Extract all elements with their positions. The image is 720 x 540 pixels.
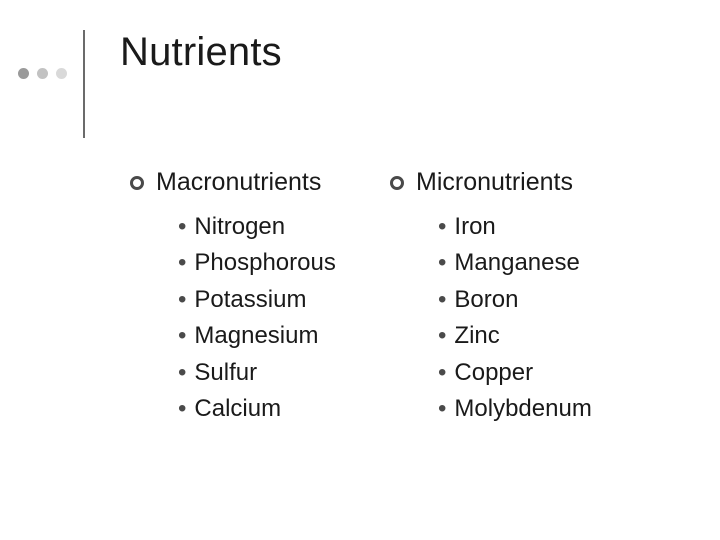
list-item: • Zinc [438, 320, 640, 352]
list-item: • Boron [438, 284, 640, 316]
item-text: Iron [454, 211, 495, 243]
item-text: Zinc [454, 320, 499, 352]
list-item: • Iron [438, 211, 640, 243]
page-title: Nutrients [120, 30, 282, 75]
list-item: • Nitrogen [178, 211, 390, 243]
list-item: • Sulfur [178, 357, 390, 389]
bullet-icon: • [438, 395, 446, 424]
decor-dot-2 [37, 68, 48, 79]
list-item: • Manganese [438, 247, 640, 279]
column-items: • Nitrogen • Phosphorous • Potassium • Magne… [178, 211, 390, 425]
list-item: • Molybdenum [438, 393, 640, 425]
bullet-icon: • [178, 322, 186, 351]
item-text: Magnesium [194, 320, 318, 352]
item-text: Calcium [194, 393, 281, 425]
decor-vertical-line [83, 30, 85, 138]
bullet-icon: • [438, 359, 446, 388]
bullet-icon: • [438, 249, 446, 278]
list-item: • Magnesium [178, 320, 390, 352]
decor-dot-3 [56, 68, 67, 79]
list-item: • Potassium [178, 284, 390, 316]
column-micronutrients: Micronutrients • Iron • Manganese • Boron •… [390, 168, 640, 429]
column-heading-row: Micronutrients [390, 168, 640, 197]
column-macronutrients: Macronutrients • Nitrogen • Phosphorous • P… [130, 168, 390, 429]
column-heading: Macronutrients [156, 168, 321, 197]
decor-dots [18, 68, 67, 79]
item-text: Copper [454, 357, 533, 389]
ring-bullet-icon [130, 176, 144, 190]
list-item: • Copper [438, 357, 640, 389]
bullet-icon: • [438, 286, 446, 315]
item-text: Molybdenum [454, 393, 591, 425]
item-text: Manganese [454, 247, 579, 279]
decor-dot-1 [18, 68, 29, 79]
column-heading-row: Macronutrients [130, 168, 390, 197]
item-text: Boron [454, 284, 518, 316]
item-text: Potassium [194, 284, 306, 316]
bullet-icon: • [438, 213, 446, 242]
bullet-icon: • [178, 286, 186, 315]
bullet-icon: • [178, 249, 186, 278]
bullet-icon: • [178, 395, 186, 424]
item-text: Phosphorous [194, 247, 335, 279]
bullet-icon: • [178, 359, 186, 388]
list-item: • Calcium [178, 393, 390, 425]
column-items: • Iron • Manganese • Boron • Zinc • Copper • M… [438, 211, 640, 425]
bullet-icon: • [438, 322, 446, 351]
title-decor [18, 30, 85, 138]
item-text: Nitrogen [194, 211, 285, 243]
item-text: Sulfur [194, 357, 257, 389]
list-item: • Phosphorous [178, 247, 390, 279]
column-heading: Micronutrients [416, 168, 573, 197]
bullet-icon: • [178, 213, 186, 242]
content-columns: Macronutrients • Nitrogen • Phosphorous • P… [130, 168, 640, 429]
ring-bullet-icon [390, 176, 404, 190]
